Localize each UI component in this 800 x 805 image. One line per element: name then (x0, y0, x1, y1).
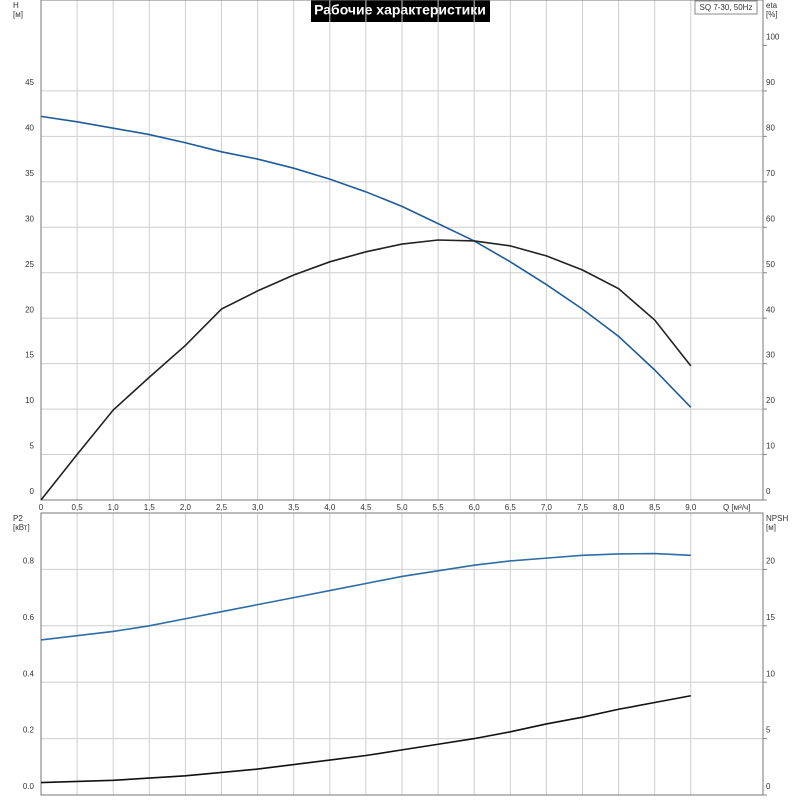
y-tick-label: 30 (25, 214, 34, 223)
y-tick-label: 0.4 (23, 669, 35, 678)
x-tick-label: 7,0 (541, 503, 553, 512)
chart-title: Рабочие характеристики (314, 2, 486, 18)
x-tick-label: 5,0 (396, 503, 408, 512)
x-tick-label: 4,5 (360, 503, 372, 512)
x-tick-label: 6,0 (469, 503, 481, 512)
y2-tick-label: 10 (766, 669, 775, 678)
y-axis-label: [кВт] (13, 523, 30, 532)
y-axis-label: [м] (13, 10, 23, 19)
y-tick-label: 35 (25, 169, 34, 178)
y-tick-label: 5 (30, 442, 35, 451)
curve (40, 694, 691, 784)
x-tick-label: 9,0 (685, 503, 697, 512)
x-tick-label: 5,5 (433, 503, 445, 512)
curve (40, 115, 692, 408)
y-tick-label: 45 (25, 78, 34, 87)
y2-axis-label: NPSH (766, 514, 788, 523)
y2-tick-label: 90 (766, 78, 775, 87)
x-tick-label: 0 (39, 503, 44, 512)
x-tick-label: 3,0 (252, 503, 264, 512)
title-box (311, 0, 490, 22)
y-tick-label: 15 (25, 351, 34, 360)
y2-axis-label: eta (766, 1, 778, 10)
y-tick-label: 0 (30, 487, 35, 496)
y2-tick-label: 50 (766, 260, 775, 269)
y-tick-label: 10 (25, 396, 34, 405)
y2-tick-label: 40 (766, 305, 775, 314)
y-tick-label: 25 (25, 260, 34, 269)
y-axis-label: P2 (13, 514, 23, 523)
y2-tick-label: 15 (766, 613, 775, 622)
y-axis-label: H (13, 1, 19, 10)
x-tick-label: 1,5 (144, 503, 156, 512)
x-tick-label: 2,0 (180, 503, 192, 512)
curve (40, 552, 691, 641)
y2-tick-label: 80 (766, 123, 775, 132)
x-tick-label: 7,5 (577, 503, 589, 512)
plot-frame (40, 512, 764, 796)
x-tick-label: 2,5 (216, 503, 228, 512)
y2-tick-label: 0 (766, 782, 771, 791)
y-tick-label: 40 (25, 123, 34, 132)
plot-frame (40, 0, 764, 501)
x-tick-label: 4,0 (324, 503, 336, 512)
y-tick-label: 0.6 (23, 613, 35, 622)
x-tick-label: 1,0 (108, 503, 120, 512)
model-box (694, 0, 758, 15)
y2-axis-label: [%] (766, 10, 778, 19)
x-tick-label: 6,5 (505, 503, 517, 512)
y2-tick-label: 100 (766, 33, 780, 42)
x-tick-label: 3,5 (288, 503, 300, 512)
y2-tick-label: 0 (766, 487, 771, 496)
y-tick-label: 20 (25, 305, 34, 314)
y2-tick-label: 10 (766, 442, 775, 451)
y2-tick-label: 20 (766, 396, 775, 405)
y2-tick-label: 70 (766, 169, 775, 178)
x-axis-label: Q [м³/ч] (723, 503, 750, 512)
y2-axis-label: [м] (766, 523, 776, 532)
x-tick-label: 0,5 (72, 503, 84, 512)
y2-tick-label: 30 (766, 351, 775, 360)
y2-tick-label: 5 (766, 726, 771, 735)
x-tick-label: 8,0 (613, 503, 625, 512)
y-tick-label: 0.8 (23, 557, 35, 566)
y2-tick-label: 20 (766, 557, 775, 566)
model-label: SQ 7-30, 50Hz (700, 3, 753, 12)
x-tick-label: 8,5 (649, 503, 661, 512)
y2-tick-label: 60 (766, 214, 775, 223)
y-tick-label: 0.0 (23, 782, 35, 791)
curve (40, 239, 692, 501)
y-tick-label: 0.2 (23, 726, 35, 735)
